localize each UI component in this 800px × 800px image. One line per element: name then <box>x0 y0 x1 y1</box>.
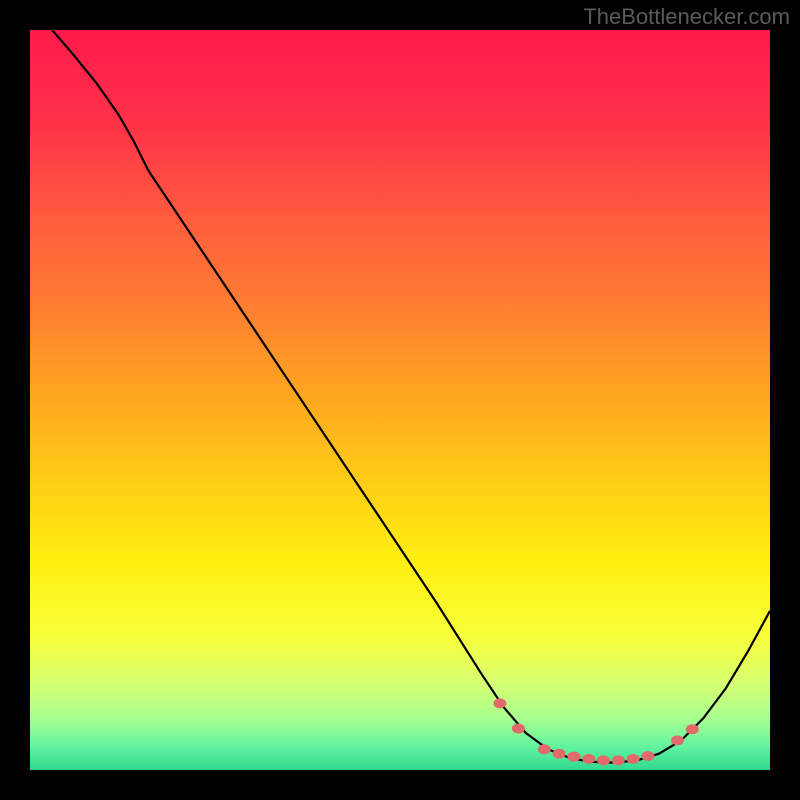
curve-marker <box>512 724 525 734</box>
watermark-text: TheBottlenecker.com <box>583 4 790 30</box>
bottleneck-chart <box>0 0 800 800</box>
curve-marker <box>553 749 566 759</box>
curve-marker <box>597 755 610 765</box>
plot-background <box>30 30 770 770</box>
curve-marker <box>612 755 625 765</box>
curve-marker <box>493 698 506 708</box>
curve-marker <box>641 751 654 761</box>
curve-marker <box>582 754 595 764</box>
curve-marker <box>538 744 551 754</box>
curve-marker <box>686 724 699 734</box>
curve-marker <box>671 735 684 745</box>
figure-container: TheBottlenecker.com <box>0 0 800 800</box>
curve-marker <box>567 752 580 762</box>
curve-marker <box>627 754 640 764</box>
